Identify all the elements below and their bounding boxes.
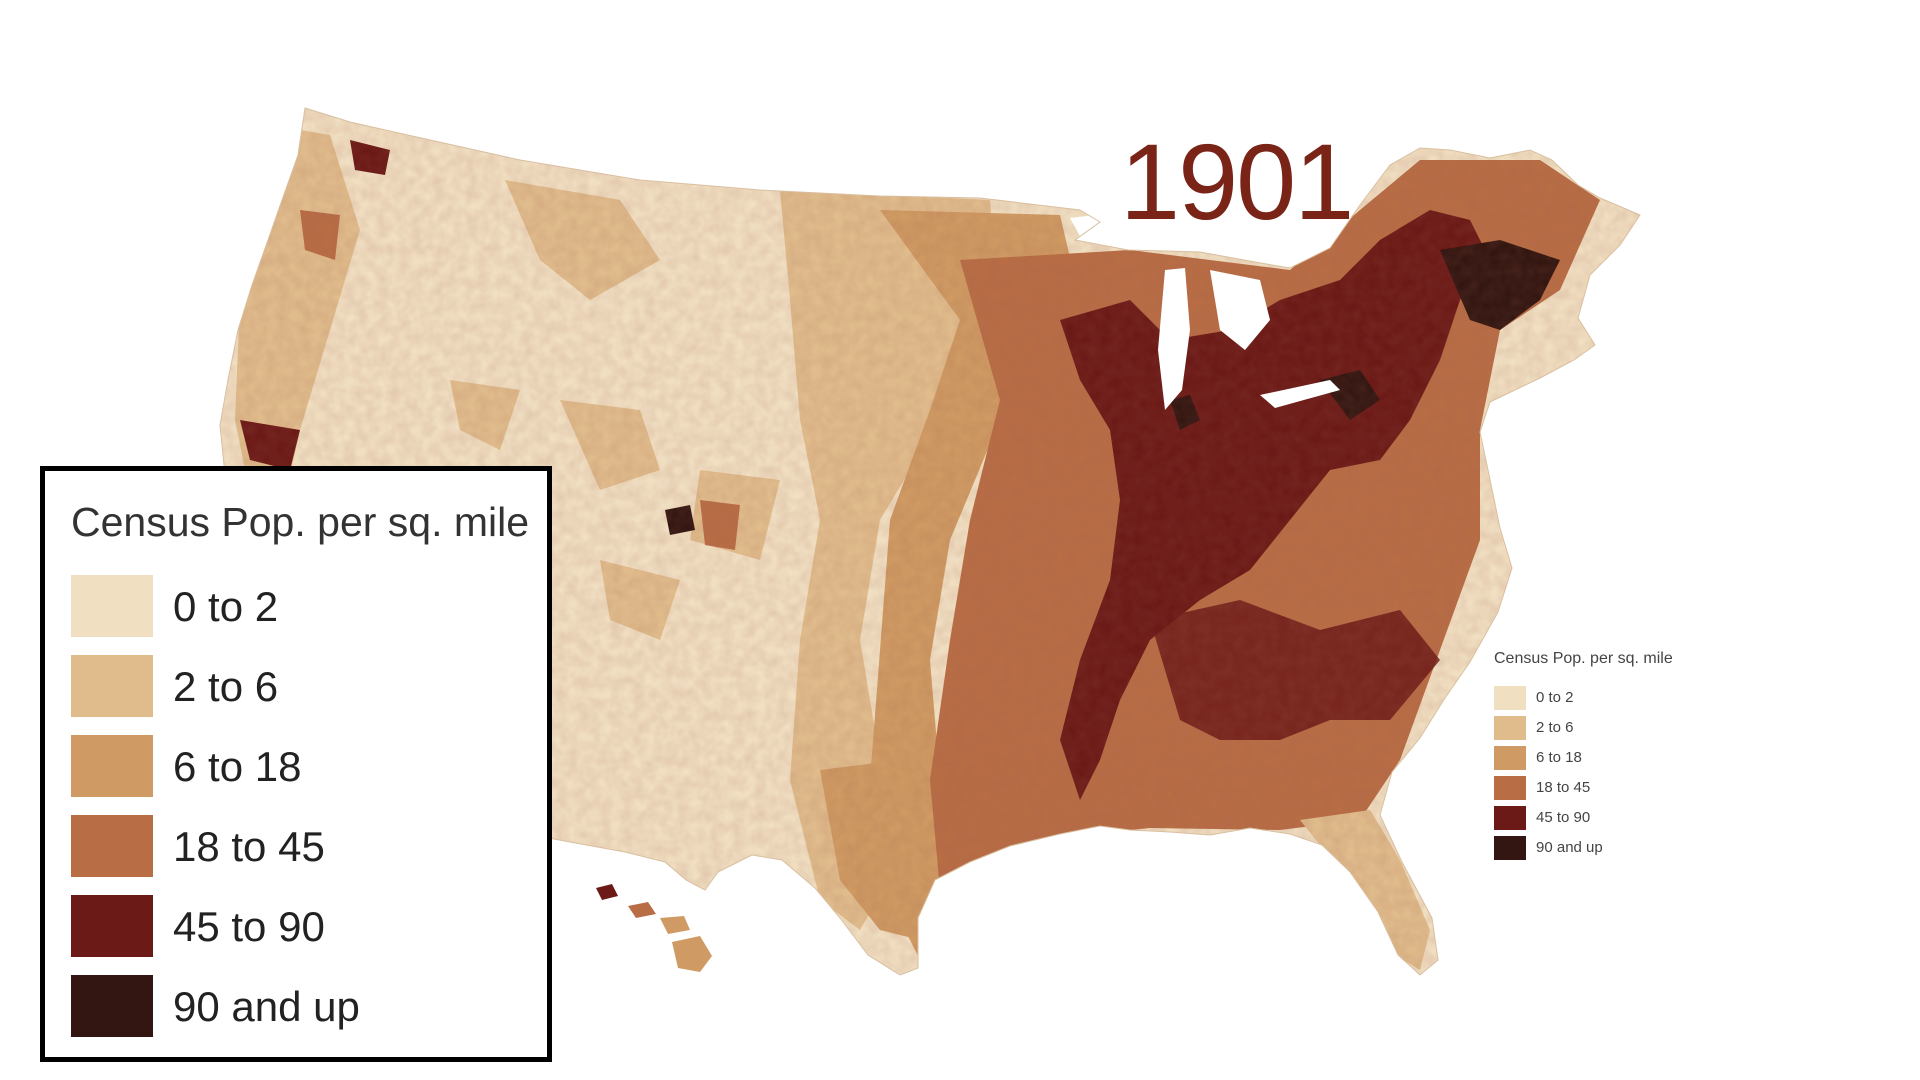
legend-item: 6 to 18	[71, 735, 541, 797]
legend-label: 0 to 2	[1536, 689, 1574, 706]
legend-item: 45 to 90	[1494, 806, 1694, 830]
legend-swatch	[1494, 806, 1526, 830]
legend-swatch	[71, 975, 153, 1037]
hawaii-islands	[596, 884, 712, 972]
legend-label: 2 to 6	[173, 663, 279, 710]
legend-item: 90 and up	[1494, 836, 1694, 860]
legend-enlarged: Census Pop. per sq. mile 0 to 2 2 to 6 6…	[40, 466, 552, 1062]
lake-huron	[1210, 270, 1270, 350]
legend-swatch	[1494, 836, 1526, 860]
year-label: 1901	[1120, 121, 1354, 242]
map-density-layers	[220, 108, 1640, 975]
legend-label: 45 to 90	[1536, 809, 1591, 826]
legend-label: 18 to 45	[173, 823, 325, 870]
hawaii-kauai	[596, 884, 618, 900]
legend-item: 0 to 2	[71, 575, 541, 637]
hawaii-big-island	[672, 936, 712, 972]
legend-label: 18 to 45	[1536, 779, 1591, 796]
legend-item: 18 to 45	[71, 815, 541, 877]
legend-swatch	[1494, 686, 1526, 710]
legend-item: 90 and up	[71, 975, 541, 1037]
lake-superior	[1070, 212, 1200, 246]
legend-label: 90 and up	[1536, 839, 1603, 856]
legend-label: 45 to 90	[173, 903, 325, 950]
legend-swatch	[1494, 776, 1526, 800]
legend-label: 2 to 6	[1536, 719, 1574, 736]
legend-item: 18 to 45	[1494, 776, 1694, 800]
hawaii-maui	[660, 916, 690, 934]
great-lakes	[1070, 212, 1340, 410]
legend-item: 45 to 90	[71, 895, 541, 957]
legend-swatch	[71, 655, 153, 717]
legend-item: 6 to 18	[1494, 746, 1694, 770]
legend-swatch	[71, 575, 153, 637]
hawaii-oahu	[628, 902, 656, 918]
legend-swatch	[71, 895, 153, 957]
legend-label: 90 and up	[173, 983, 360, 1030]
legend-label: 6 to 18	[1536, 749, 1582, 766]
legend-item: 2 to 6	[71, 655, 541, 717]
lake-michigan	[1158, 268, 1190, 410]
legend-label: 6 to 18	[173, 743, 302, 790]
legend-title: Census Pop. per sq. mile	[71, 499, 530, 545]
legend-swatch	[1494, 746, 1526, 770]
legend-inline: Census Pop. per sq. mile 0 to 2 2 to 6 6…	[1494, 650, 1714, 870]
legend-swatch	[71, 815, 153, 877]
lake-erie	[1260, 380, 1340, 408]
legend-swatch	[71, 735, 153, 797]
legend-item: 2 to 6	[1494, 716, 1694, 740]
legend-label: 0 to 2	[173, 583, 279, 630]
legend-item: 0 to 2	[1494, 686, 1694, 710]
legend-swatch	[1494, 716, 1526, 740]
legend-title: Census Pop. per sq. mile	[1494, 650, 1673, 667]
